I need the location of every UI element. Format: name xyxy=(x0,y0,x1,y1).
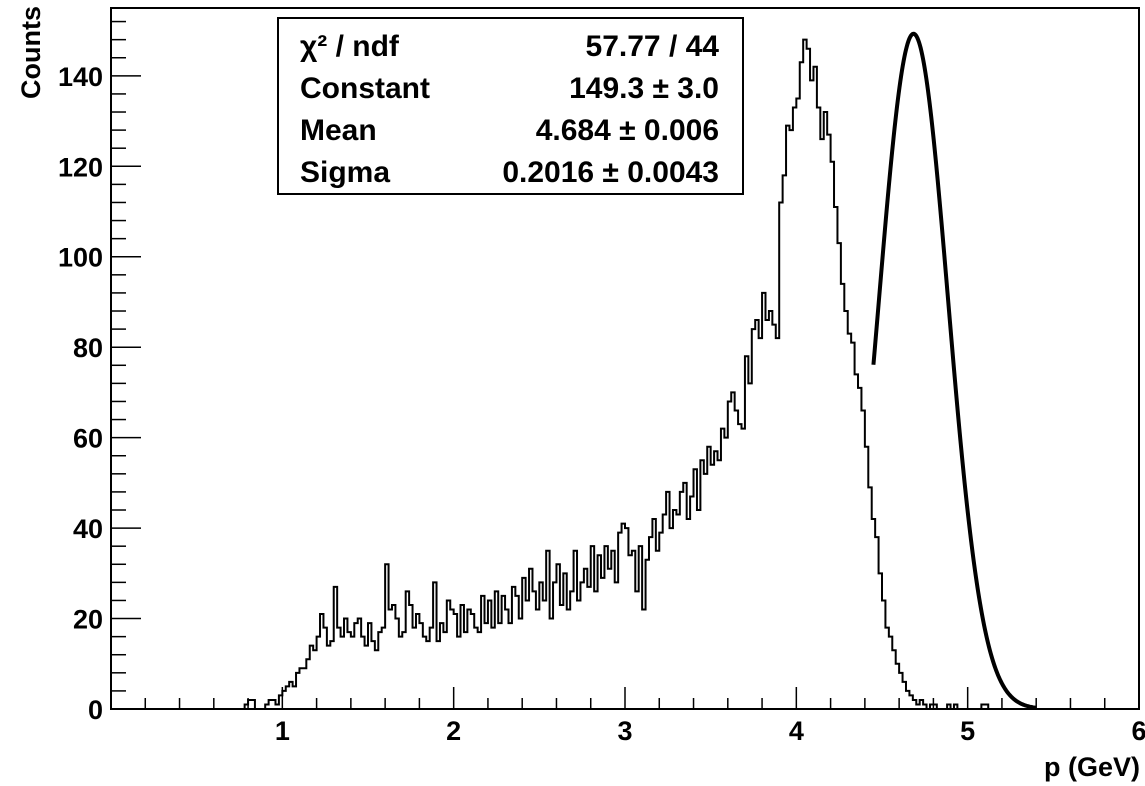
stats-sigma-row-label: Sigma xyxy=(300,156,390,189)
y-tick-label: 100 xyxy=(58,243,103,273)
x-tick-label: 4 xyxy=(789,716,804,746)
histogram-series xyxy=(111,38,1002,710)
y-tick-label: 120 xyxy=(58,152,103,182)
y-tick-label: 20 xyxy=(73,605,103,635)
y-tick-label: 60 xyxy=(73,424,103,454)
y-axis: 0 20 40 60 80 100 120 140 xyxy=(58,20,141,725)
x-tick-label: 6 xyxy=(1131,716,1145,746)
y-axis-title: Counts xyxy=(16,6,46,99)
x-tick-label: 2 xyxy=(446,716,461,746)
x-axis: 1 2 3 4 5 6 xyxy=(144,687,1145,746)
stats-box: χ² / ndf 57.77 / 44 Constant 149.3 ± 3.0 Mea… xyxy=(277,17,744,195)
gaussian-fit-curve xyxy=(871,31,1037,710)
stats-box-border xyxy=(277,17,744,195)
stats-mean-row-value: 4.684 ± 0.006 xyxy=(536,114,719,147)
stats-constant-row-label: Constant xyxy=(300,72,430,105)
stats-sigma-row-value: 0.2016 ± 0.0043 xyxy=(502,156,719,189)
y-tick-label: 140 xyxy=(58,62,103,92)
y-tick-label: 80 xyxy=(73,333,103,363)
stats-chi2-row-value: 57.77 / 44 xyxy=(586,30,720,63)
y-tick-label: 40 xyxy=(73,514,103,544)
x-tick-label: 3 xyxy=(617,716,632,746)
y-tick-label: 0 xyxy=(88,695,103,725)
stats-mean-row-label: Mean xyxy=(300,114,377,147)
x-axis-title: p (GeV) xyxy=(1044,752,1140,782)
x-tick-label: 1 xyxy=(275,716,290,746)
stats-chi2-row-label: χ² / ndf xyxy=(300,30,400,63)
stats-constant-row-value: 149.3 ± 3.0 xyxy=(569,72,719,105)
x-tick-label: 5 xyxy=(960,716,975,746)
